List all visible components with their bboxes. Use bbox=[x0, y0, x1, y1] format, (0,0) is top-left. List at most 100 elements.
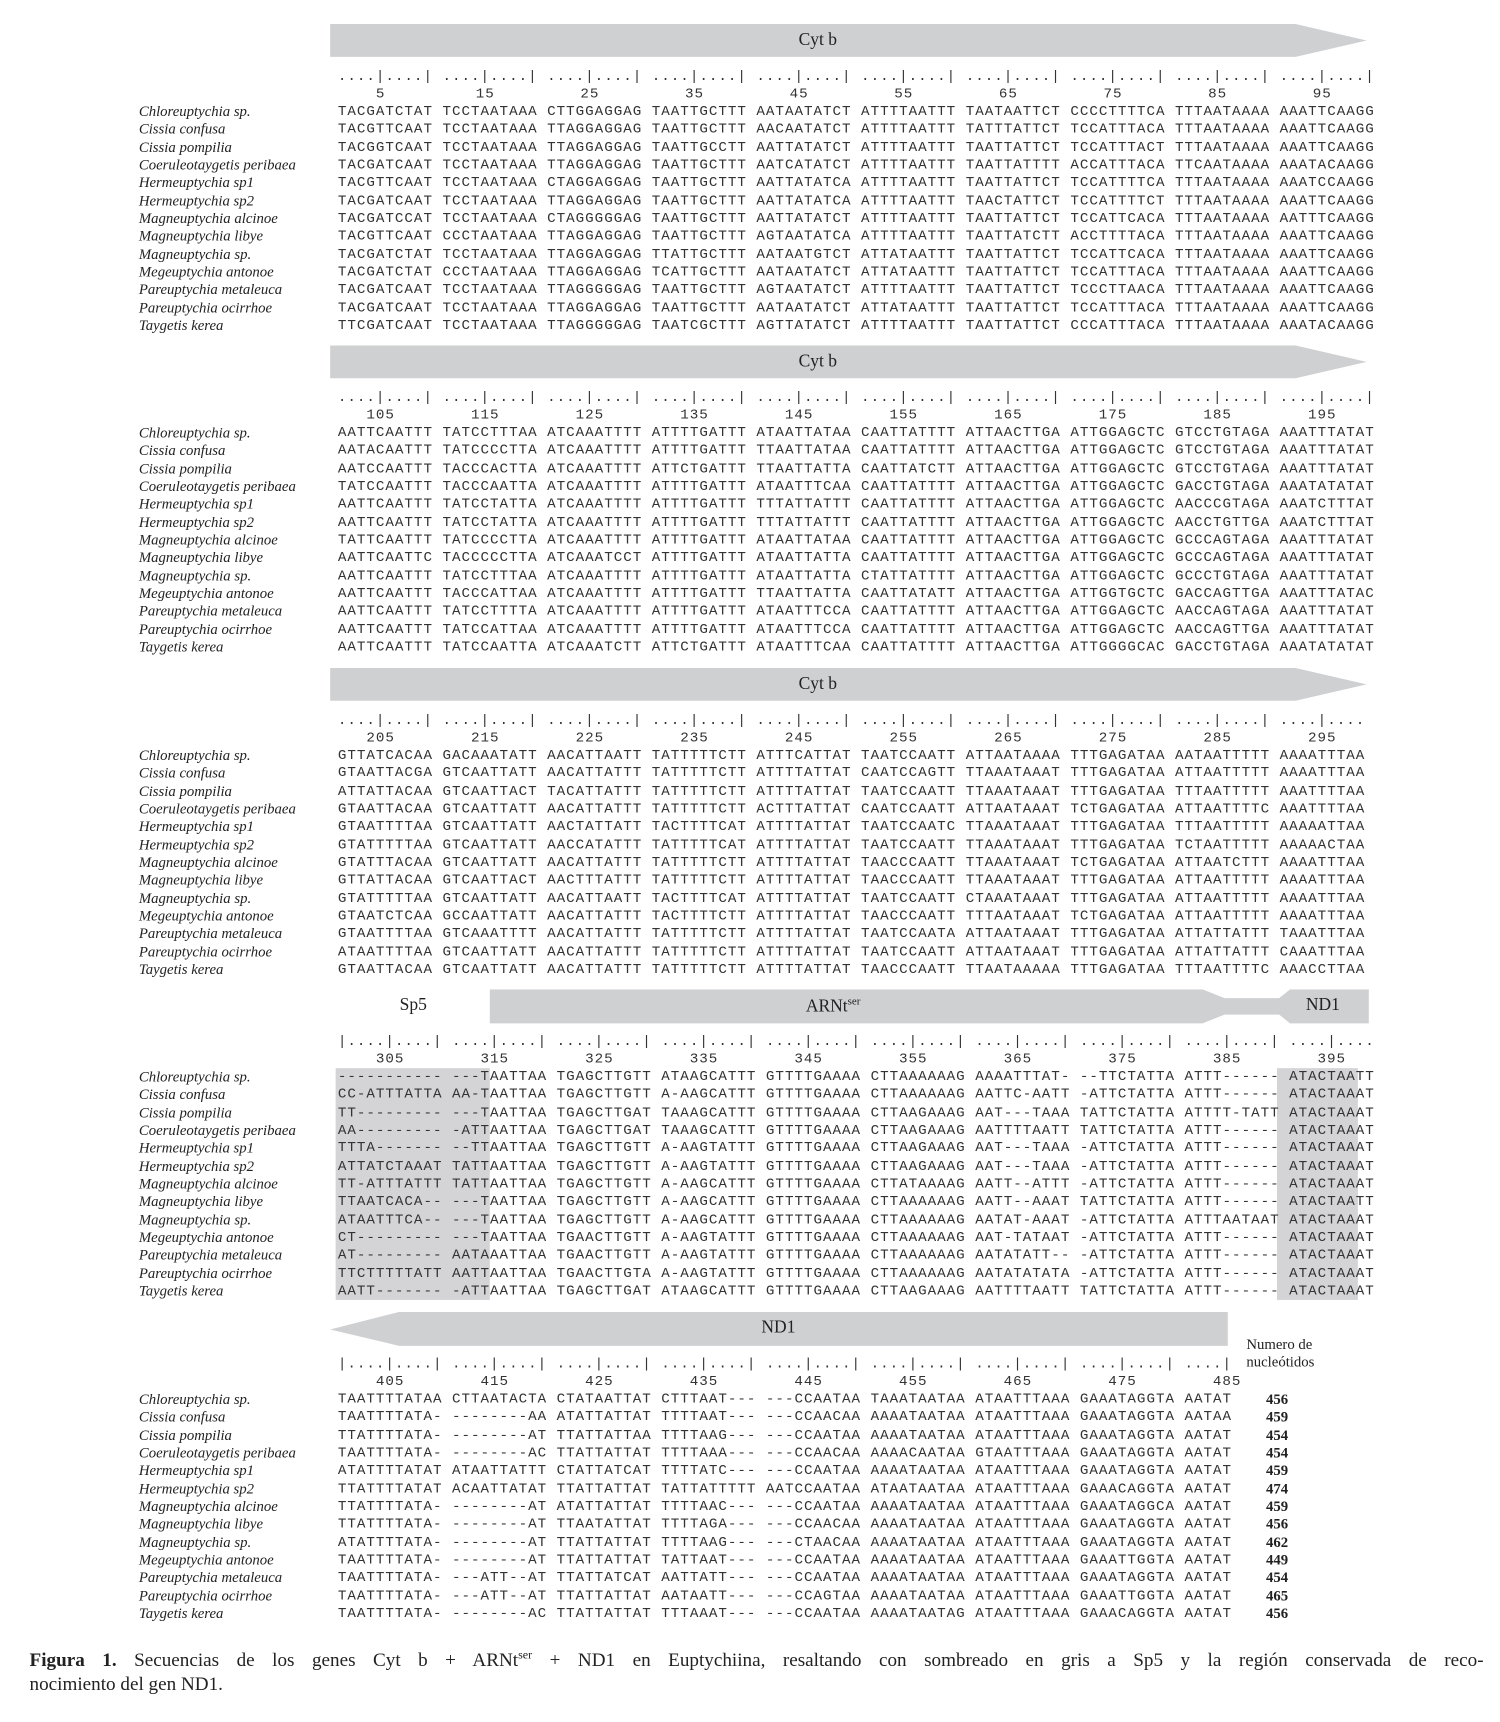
species-name: Pareuptychia ocirrhoe bbox=[138, 299, 273, 316]
alignment-block-cytb-2: Cyt b ....|....| ....|....| ....|....| .… bbox=[0, 345, 1500, 673]
species-name: Hermeuptychia sp2 bbox=[138, 1479, 255, 1497]
sequence-row: AATTCAATTT TATCCTTTAA ATCAAATTTT ATTTTGA… bbox=[337, 567, 1375, 584]
sequence-row: TTATTTTATAT ACAATTATAT TTATTATTAT TATTAT… bbox=[337, 1479, 1233, 1497]
species-name: Pareuptychia metaleuca bbox=[138, 281, 283, 298]
position-number: 135 bbox=[680, 406, 709, 424]
nucleotide-count: 456 bbox=[1266, 1604, 1289, 1622]
position-number: 345 bbox=[794, 1050, 823, 1068]
sequence-row: TACGGTCAAT TCCTAATAAA TTAGGAGGAG TAATTGC… bbox=[337, 138, 1375, 155]
sequence-row: ATAATTTTAA GTCAATTATT AACATTATTT TATTTTT… bbox=[337, 943, 1366, 960]
position-number: 75 bbox=[1103, 85, 1123, 102]
species-name: Megeuptychia antonoe bbox=[138, 584, 274, 602]
sequence-row: TAATTTTATA- ---ATT--AT TTATTATTAT AATAAT… bbox=[337, 1587, 1233, 1604]
sequence-row: AATTCAATTT TATCCTATTA ATCAAATTTT ATTTTGA… bbox=[337, 495, 1375, 513]
alignment-block-nd1: ND1 Numero de nucleótidos |....|....| ..… bbox=[0, 1311, 1500, 1640]
caption-text-b: + ND1 en Euptychiina, resaltando con som… bbox=[532, 1648, 1484, 1671]
sequence-row: TTAATCACA-- ---TAATTAA TGAGCTTGTT A-AAGC… bbox=[337, 1193, 1375, 1210]
species-name: Chloreuptychia sp. bbox=[138, 102, 251, 120]
position-number: 185 bbox=[1203, 406, 1232, 424]
species-name: Magneuptychia alcinoe bbox=[138, 1175, 278, 1192]
species-name: Pareuptychia metaleuca bbox=[138, 1569, 283, 1586]
species-name: Pareuptychia ocirrhoe bbox=[138, 1587, 273, 1604]
sequence-row: AATTCAATTT TACCCATTAA ATCAAATTTT ATTTTGA… bbox=[337, 584, 1375, 602]
species-name: Pareuptychia ocirrhoe bbox=[138, 943, 273, 960]
species-name: Cissia pompilia bbox=[138, 1426, 232, 1443]
nucleotide-count: 465 bbox=[1266, 1587, 1289, 1604]
position-number: 195 bbox=[1308, 406, 1337, 424]
species-name: Magneuptychia libye bbox=[138, 871, 264, 889]
position-number: 85 bbox=[1208, 85, 1228, 102]
position-number: 65 bbox=[998, 85, 1018, 102]
species-name: Coeruleotaygetis peribaea bbox=[138, 800, 296, 817]
arnt-label: ARNtser bbox=[806, 996, 861, 1017]
species-name: Magneuptychia alcinoe bbox=[138, 531, 278, 548]
position-number: 175 bbox=[1098, 406, 1128, 424]
position-number: 435 bbox=[689, 1373, 719, 1390]
species-name: Pareuptychia metaleuca bbox=[138, 925, 283, 942]
position-number: 405 bbox=[375, 1373, 405, 1390]
sequence-row: TACGATCTAT TCCTAATAAA TTAGGAGGAG TTATTGC… bbox=[337, 245, 1375, 262]
species-name: Chloreuptychia sp. bbox=[138, 746, 251, 764]
alignment-block-cytb-1: Cyt b ....|....| ....|....| ....|....| .… bbox=[0, 24, 1500, 352]
position-number: 415 bbox=[480, 1373, 510, 1390]
species-name: Coeruleotaygetis peribaea bbox=[138, 1444, 296, 1461]
species-name: Magneuptychia alcinoe bbox=[138, 853, 278, 871]
species-name: Pareuptychia ocirrhoe bbox=[138, 1264, 273, 1281]
position-number: 295 bbox=[1308, 729, 1337, 746]
position-number: 385 bbox=[1212, 1050, 1242, 1068]
species-name: Cissia confusa bbox=[138, 120, 226, 138]
species-name: Pareuptychia metaleuca bbox=[138, 602, 283, 620]
sequence-row: TATTCAATTT TATCCCCTTA ATCAAATTTT ATTTTGA… bbox=[337, 531, 1375, 548]
species-name: Magneuptychia sp. bbox=[138, 1533, 252, 1550]
position-number: 365 bbox=[1003, 1050, 1033, 1068]
nucleotide-count: 459 bbox=[1266, 1462, 1289, 1479]
position-number: 275 bbox=[1098, 729, 1128, 746]
position-number: 325 bbox=[585, 1050, 614, 1068]
sp5-label: Sp5 bbox=[399, 995, 427, 1015]
position-number: 315 bbox=[480, 1050, 510, 1068]
sequence-row: TATCCAATTT TACCCAATTA ATCAAATTTT ATTTTGA… bbox=[337, 477, 1375, 495]
species-name: Pareuptychia ocirrhoe bbox=[138, 620, 273, 637]
caption-label: Figura 1. bbox=[29, 1648, 117, 1671]
position-number: 15 bbox=[475, 85, 495, 102]
position-number: 205 bbox=[366, 729, 395, 746]
position-number: 395 bbox=[1317, 1050, 1347, 1068]
species-name: Taygetis kerea bbox=[138, 638, 224, 655]
sequence-row: AATT------- -ATTAATTAA TGAGCTTGAT ATAAGC… bbox=[337, 1282, 1375, 1299]
position-ruler: |....|....| ....|....| ....|....| ....|.… bbox=[337, 1033, 1375, 1050]
species-name: Megeuptychia antonoe bbox=[138, 907, 274, 924]
species-name: Magneuptychia sp. bbox=[138, 889, 252, 906]
sequence-row: AATTCAATTT TATCCTTTTA ATCAAATTTT ATTTTGA… bbox=[337, 602, 1375, 620]
sequence-row: GTATTTTTAA GTCAATTATT AACCATATTT TATTTTT… bbox=[337, 835, 1366, 853]
position-number: 115 bbox=[470, 406, 500, 424]
species-name: Coeruleotaygetis peribaea bbox=[138, 477, 296, 495]
nucleotide-count: 454 bbox=[1266, 1444, 1289, 1461]
species-name: Coeruleotaygetis peribaea bbox=[138, 1121, 296, 1139]
sequence-row: GTAATCTCAA GCCAATTATT AACATTATTT TACTTTT… bbox=[337, 907, 1366, 924]
position-number: 95 bbox=[1312, 85, 1332, 102]
species-name: Magneuptychia sp. bbox=[138, 567, 252, 584]
position-number: 305 bbox=[375, 1050, 405, 1068]
gene-label: Cyt b bbox=[798, 352, 837, 371]
species-name: Coeruleotaygetis peribaea bbox=[138, 156, 296, 173]
sequence-row: AATTCAATTT TATCCTATTA ATCAAATTTT ATTTTGA… bbox=[337, 513, 1375, 530]
sequence-row: GTAATTACAA GTCAATTATT AACATTATTT TATTTTT… bbox=[337, 800, 1366, 817]
gene-label: Cyt b bbox=[798, 30, 837, 50]
sequence-row: ATATTTTATAT ATAATTATTT CTATTATCAT TTTTAT… bbox=[337, 1462, 1233, 1479]
species-name: Cissia confusa bbox=[138, 1408, 226, 1425]
position-ruler: ....|....| ....|....| ....|....| ....|..… bbox=[337, 389, 1375, 406]
sequence-row: AATTCAATTT TATCCAATTA ATCAAATCTT ATTCTGA… bbox=[337, 638, 1375, 655]
position-number: 475 bbox=[1108, 1373, 1137, 1390]
sequence-row: GTAATTTTAA GTCAATTATT AACTATTATT TACTTTT… bbox=[337, 818, 1366, 835]
species-name: Cissia pompilia bbox=[138, 1103, 232, 1121]
sequence-row: ATATTTTATA- --------AT TTATTATTAT TTTTAA… bbox=[337, 1533, 1233, 1550]
nucleotide-count: 456 bbox=[1266, 1515, 1289, 1533]
sequence-row: TAATTTTATA- --------AC TTATTATTAT TTTTAA… bbox=[337, 1444, 1233, 1461]
count-header-line2: nucleótidos bbox=[1246, 1353, 1315, 1370]
nucleotide-count: 456 bbox=[1266, 1390, 1289, 1408]
sequence-row: TACGTTCAAT TCCTAATAAA TTAGGAGGAG TAATTGC… bbox=[337, 120, 1375, 138]
sequence-row: AATTCAATTC TACCCCCTTA ATCAAATCCT ATTTTGA… bbox=[337, 549, 1375, 566]
position-number: 105 bbox=[366, 406, 395, 424]
arnt-label-sup: ser bbox=[847, 995, 861, 1009]
alignment-block-cytb-3: Cyt b ....|....| ....|....| ....|....| .… bbox=[0, 668, 1500, 996]
